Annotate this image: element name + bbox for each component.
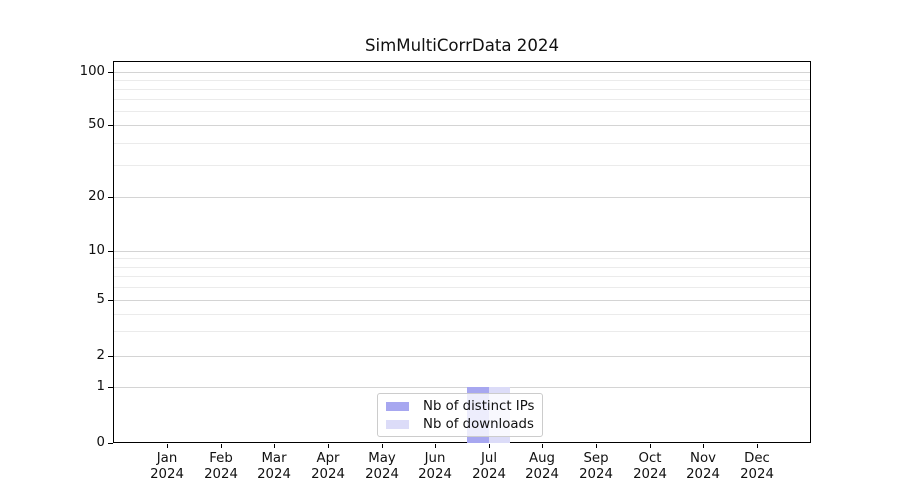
x-tick-mark-dec (757, 444, 758, 448)
x-tick-mark-feb (221, 444, 222, 448)
y-tick-mark-1 (108, 387, 113, 388)
x-tick-month: Apr (316, 451, 340, 466)
x-tick-label-sep: Sep 2024 (561, 451, 631, 483)
x-tick-month: Sep (583, 451, 609, 466)
y-tick-mark-50 (108, 125, 113, 126)
y-gridline-minor-4 (114, 314, 810, 315)
legend-label-distinct-ips: Nb of distinct IPs (423, 398, 535, 414)
x-tick-month: Mar (261, 451, 287, 466)
x-tick-label-jun: Jun 2024 (400, 451, 470, 483)
x-tick-month: May (368, 451, 396, 466)
x-tick-year: 2024 (257, 467, 291, 482)
x-tick-label-jan: Jan 2024 (132, 451, 202, 483)
x-tick-mark-aug (542, 444, 543, 448)
y-gridline-major-5 (114, 300, 810, 301)
x-tick-year: 2024 (365, 467, 399, 482)
y-gridline-minor-8 (114, 267, 810, 268)
y-tick-label-2: 2 (96, 348, 105, 363)
y-tick-mark-100 (108, 72, 113, 73)
y-gridline-minor-9 (114, 258, 810, 259)
y-gridline-major-100 (114, 72, 810, 73)
x-tick-month: Jun (424, 451, 446, 466)
y-tick-label-100: 100 (79, 64, 105, 79)
x-tick-mark-mar (274, 444, 275, 448)
y-tick-mark-20 (108, 197, 113, 198)
x-tick-year: 2024 (472, 467, 506, 482)
x-tick-label-may: May 2024 (347, 451, 417, 483)
y-gridline-major-20 (114, 197, 810, 198)
y-tick-mark-5 (108, 300, 113, 301)
x-tick-mark-apr (328, 444, 329, 448)
y-gridline-minor-60 (114, 111, 810, 112)
x-tick-year: 2024 (150, 467, 184, 482)
x-tick-label-dec: Dec 2024 (722, 451, 792, 483)
x-tick-mark-nov (703, 444, 704, 448)
x-tick-year: 2024 (418, 467, 452, 482)
y-tick-mark-10 (108, 251, 113, 252)
y-gridline-minor-6 (114, 287, 810, 288)
x-tick-month: Aug (529, 451, 555, 466)
chart-title: SimMultiCorrData 2024 (364, 36, 560, 55)
y-tick-label-20: 20 (88, 189, 105, 204)
y-gridline-major-10 (114, 251, 810, 252)
y-gridline-minor-7 (114, 276, 810, 277)
legend-label-downloads: Nb of downloads (423, 416, 534, 432)
y-gridline-minor-70 (114, 99, 810, 100)
y-tick-label-50: 50 (88, 117, 105, 132)
x-tick-mark-sep (596, 444, 597, 448)
x-tick-mark-jul (489, 444, 490, 448)
y-tick-label-1: 1 (96, 379, 105, 394)
x-tick-month: Dec (744, 451, 770, 466)
x-tick-mark-jun (435, 444, 436, 448)
x-tick-label-aug: Aug 2024 (507, 451, 577, 483)
x-tick-label-mar: Mar 2024 (239, 451, 309, 483)
y-tick-label-5: 5 (96, 292, 105, 307)
y-gridline-minor-40 (114, 143, 810, 144)
y-gridline-minor-30 (114, 165, 810, 166)
legend-swatch-downloads-icon (386, 419, 409, 429)
x-tick-year: 2024 (579, 467, 613, 482)
plot-area (113, 61, 811, 443)
x-tick-month: Feb (209, 451, 233, 466)
y-tick-label-10: 10 (88, 243, 105, 258)
x-tick-month: Oct (638, 451, 662, 466)
x-tick-mark-may (382, 444, 383, 448)
x-tick-label-oct: Oct 2024 (615, 451, 685, 483)
x-tick-month: Nov (690, 451, 716, 466)
x-tick-month: Jul (480, 451, 498, 466)
legend-item-downloads: Nb of downloads (386, 417, 542, 432)
y-gridline-major-1 (114, 387, 810, 388)
legend: Nb of distinct IPs Nb of downloads (377, 393, 543, 437)
y-gridline-major-50 (114, 125, 810, 126)
y-tick-label-0: 0 (96, 435, 105, 450)
legend-swatch-distinct-ips-icon (386, 401, 409, 411)
x-tick-label-jul: Jul 2024 (454, 451, 524, 483)
y-gridline-minor-80 (114, 89, 810, 90)
x-tick-year: 2024 (525, 467, 559, 482)
x-tick-month: Jan (156, 451, 178, 466)
y-gridline-major-2 (114, 356, 810, 357)
y-gridline-minor-90 (114, 80, 810, 81)
x-tick-year: 2024 (311, 467, 345, 482)
y-tick-mark-2 (108, 356, 113, 357)
x-tick-label-nov: Nov 2024 (668, 451, 738, 483)
x-tick-mark-jan (167, 444, 168, 448)
y-tick-mark-0 (108, 443, 113, 444)
x-tick-label-feb: Feb 2024 (186, 451, 256, 483)
x-tick-year: 2024 (204, 467, 238, 482)
x-tick-year: 2024 (740, 467, 774, 482)
x-tick-year: 2024 (633, 467, 667, 482)
x-tick-mark-oct (650, 444, 651, 448)
legend-item-distinct-ips: Nb of distinct IPs (386, 399, 542, 414)
x-tick-year: 2024 (686, 467, 720, 482)
x-tick-label-apr: Apr 2024 (293, 451, 363, 483)
y-gridline-minor-3 (114, 331, 810, 332)
